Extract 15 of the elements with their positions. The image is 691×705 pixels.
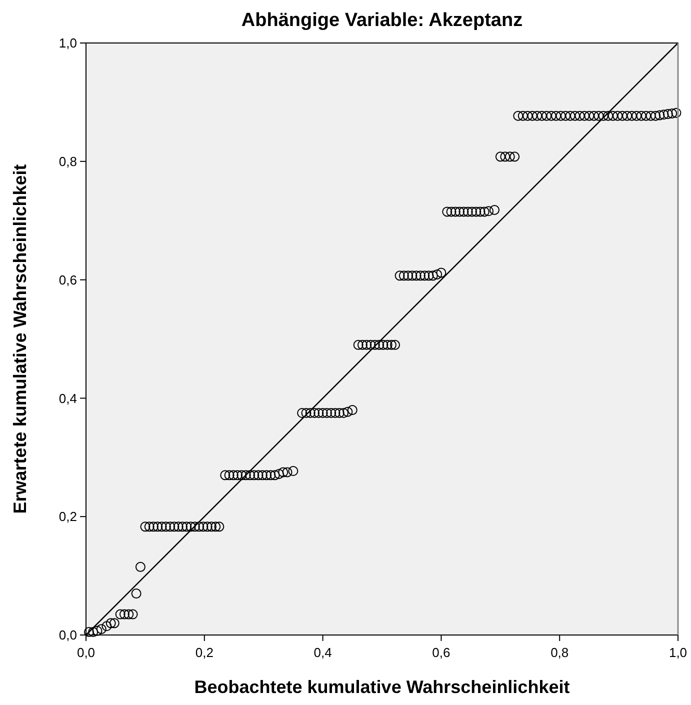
x-tick-label: 0,4 <box>314 645 332 660</box>
y-tick-label: 0,4 <box>58 390 77 406</box>
y-tick-label: 1,0 <box>58 36 77 51</box>
x-tick-label: 1,0 <box>668 645 688 660</box>
chart-title: Abhängige Variable: Akzeptanz <box>241 10 523 31</box>
y-tick-label: 0,2 <box>58 509 77 524</box>
y-tick-label: 0,0 <box>58 628 77 643</box>
x-tick-label: 0,2 <box>195 645 214 660</box>
y-tick-label: 0,6 <box>58 272 77 288</box>
y-tick-label: 0,8 <box>58 154 77 169</box>
x-tick-label: 0,6 <box>432 645 450 660</box>
x-axis-title: Beobachtete kumulative Wahrscheinlichkeit <box>194 677 570 697</box>
x-tick-label: 0,0 <box>76 645 96 660</box>
x-tick-label: 0,8 <box>550 645 569 660</box>
y-axis-title: Erwartete kumulative Wahrscheinlichkeit <box>10 164 30 514</box>
